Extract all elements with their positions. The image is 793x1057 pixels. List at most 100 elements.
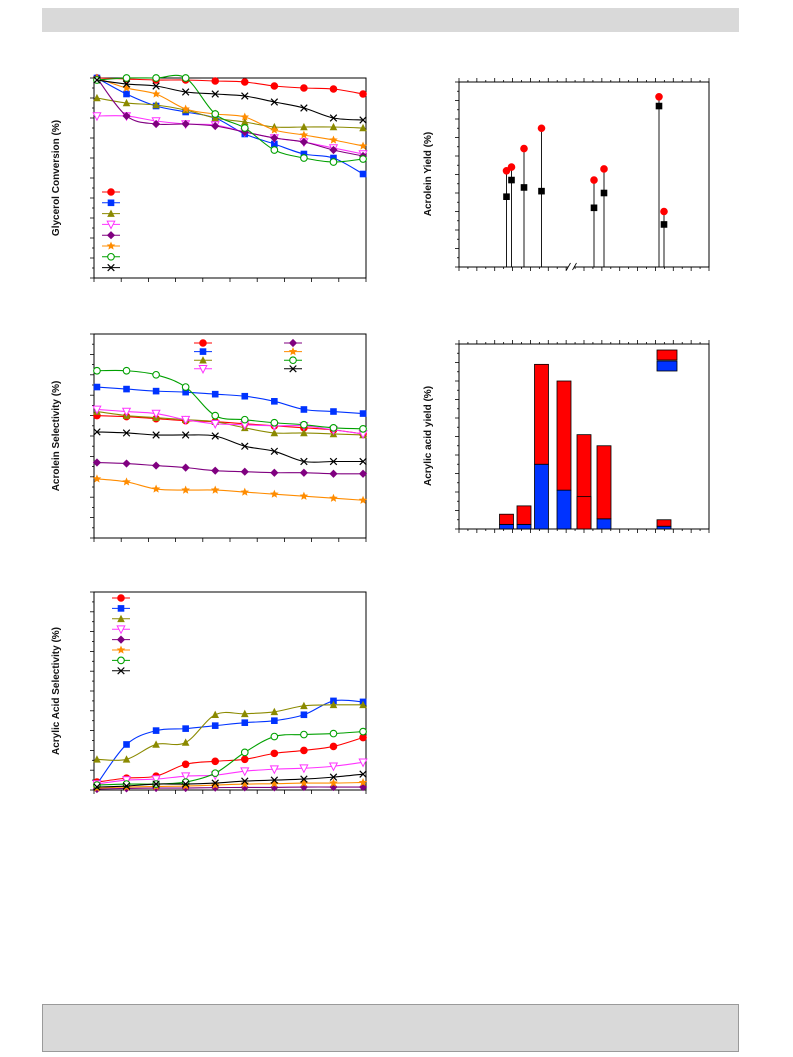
- series-olive-line: [96, 704, 364, 761]
- series-olive-point: [270, 707, 279, 716]
- series-black-point: [152, 431, 160, 439]
- series-orange-point: [358, 141, 368, 150]
- bar-segment-red: [534, 363, 549, 465]
- series-magenta-point: [328, 762, 339, 772]
- series-green-line: [96, 369, 364, 430]
- series-black-point: [181, 431, 190, 439]
- series-black-point: [329, 457, 338, 466]
- series-green-point: [152, 370, 160, 379]
- plot-frame: [458, 81, 710, 268]
- bar-segment-blue: [534, 463, 549, 530]
- series-red-point: [211, 77, 220, 85]
- series-purple-point: [329, 469, 338, 478]
- series-green-point: [152, 74, 160, 82]
- acrolein-yield-chart: Acrolein Yield (%): [423, 78, 710, 271]
- series-green-point: [329, 423, 338, 432]
- series-green-point: [122, 366, 131, 375]
- bar-segment-blue: [516, 523, 532, 530]
- series-magenta-point: [299, 764, 309, 774]
- series-purple-point: [181, 119, 190, 129]
- series-olive-point: [152, 100, 160, 109]
- legend-magenta-marker: [106, 220, 116, 230]
- series-magenta-point: [358, 758, 368, 768]
- series-purple-point: [181, 463, 190, 472]
- series-red-line: [96, 77, 364, 95]
- series-black-point: [93, 428, 101, 436]
- series-black-point: [122, 782, 131, 790]
- series-blue-point: [152, 387, 160, 395]
- series-black-point: [270, 98, 279, 106]
- series-blue-point: [123, 385, 130, 393]
- series-olive-point: [329, 122, 338, 131]
- legend-green-marker: [289, 356, 297, 365]
- series-magenta-point: [92, 405, 102, 415]
- series-blue-point: [152, 727, 160, 734]
- acrolein-selectivity-chart: Acrolein Selectivity (%): [51, 333, 368, 542]
- bar-segment-blue: [499, 523, 514, 530]
- series-orange-point: [240, 112, 250, 121]
- series-orange-point: [92, 474, 102, 483]
- series-black-point: [152, 780, 160, 788]
- legend-swatch-red: [656, 349, 678, 361]
- series-olive-point: [240, 709, 249, 718]
- series-blue-point: [182, 725, 189, 732]
- series-black-point: [211, 90, 219, 98]
- series-magenta-point: [181, 415, 191, 425]
- series-red-point: [300, 746, 308, 755]
- series-blue-point: [211, 722, 219, 729]
- series-green-point: [211, 769, 220, 778]
- series-black-point: [122, 80, 131, 88]
- point-black: [600, 189, 608, 197]
- series-magenta-point: [92, 112, 102, 122]
- series-orange-point: [329, 135, 338, 144]
- series-olive-line: [96, 97, 364, 129]
- series-orange-point: [270, 489, 279, 498]
- series-black-line: [96, 79, 364, 121]
- y-axis-label: Acrylic acid yield (%): [423, 386, 434, 486]
- series-magenta-point: [121, 407, 132, 417]
- series-green-point: [300, 420, 308, 429]
- series-blue-point: [330, 154, 337, 162]
- series-green-point: [122, 74, 131, 82]
- series-olive-point: [122, 98, 131, 107]
- series-purple-point: [270, 133, 279, 143]
- series-olive-line: [96, 410, 364, 436]
- series-blue-point: [300, 711, 308, 719]
- point-black: [590, 204, 598, 212]
- series-blue-point: [300, 406, 308, 413]
- series-green-point: [300, 154, 308, 162]
- series-olive-point: [359, 123, 367, 132]
- point-black: [660, 221, 668, 228]
- series-olive-point: [181, 738, 190, 746]
- series-olive-point: [300, 428, 308, 437]
- series-blue-point: [330, 408, 337, 415]
- series-purple-point: [270, 468, 279, 477]
- legend-blue-marker: [117, 605, 125, 612]
- series-orange-point: [122, 83, 131, 92]
- series-black-point: [211, 779, 219, 787]
- series-olive-point: [300, 122, 308, 131]
- series-magenta-point: [181, 772, 191, 782]
- series-green-point: [240, 415, 249, 424]
- glycerol-conversion-chart: Glycerol Conversion (%): [51, 73, 368, 282]
- series-orange-point: [270, 125, 279, 134]
- series-red-point: [329, 742, 338, 751]
- point-red: [520, 144, 528, 153]
- point-red: [537, 124, 546, 133]
- series-blue-line: [96, 699, 364, 785]
- series-olive-point: [359, 700, 367, 709]
- series-green-point: [211, 110, 220, 118]
- series-blue-point: [123, 741, 130, 748]
- series-black-point: [300, 457, 308, 466]
- series-magenta-line: [96, 408, 364, 435]
- series-black-point: [329, 773, 338, 781]
- bar-segment-red: [656, 519, 672, 527]
- bar-segment-red: [596, 445, 612, 520]
- series-magenta-point: [210, 419, 220, 429]
- series-purple-point: [122, 111, 131, 121]
- series-green-point: [181, 74, 190, 82]
- acrylic-acid-selectivity-chart: Acrylic Acid Selectivity (%): [51, 591, 368, 794]
- series-black-point: [241, 777, 249, 785]
- series-blue-point: [271, 140, 278, 148]
- series-red-line: [96, 415, 364, 435]
